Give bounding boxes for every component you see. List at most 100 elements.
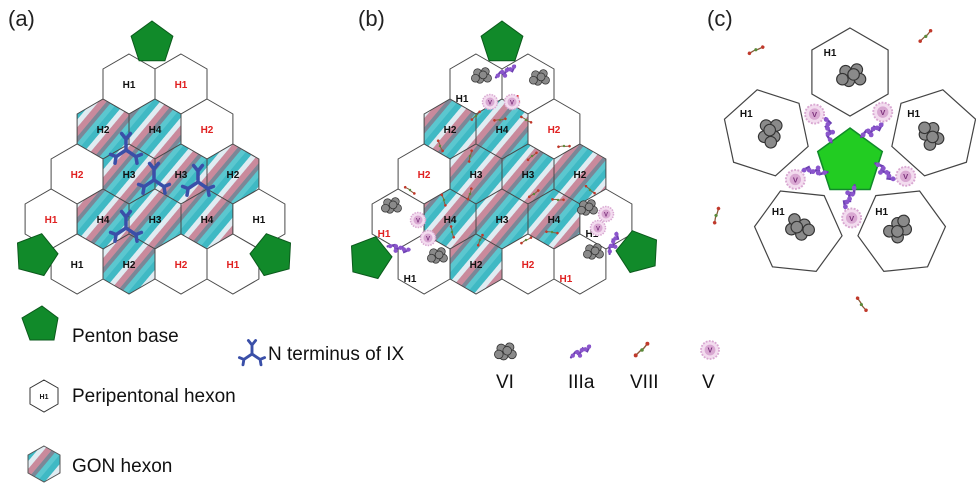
svg-text:V: V xyxy=(596,226,600,232)
legend: Penton base H1 Peripentonal hexon GON he… xyxy=(21,305,720,483)
protein-viii-icon xyxy=(466,187,473,201)
hexon-label: H1 xyxy=(824,48,837,59)
legend-peripentonal-icon-text: H1 xyxy=(40,394,49,401)
protein-viii-icon xyxy=(493,117,507,122)
legend-viii-label: VIII xyxy=(630,372,659,393)
hexon-label: H1 xyxy=(456,94,469,105)
hexon-label: H3 xyxy=(123,170,136,181)
protein-viii-icon xyxy=(584,184,596,195)
protein-v-icon: V xyxy=(589,219,607,237)
hexon-label: H2 xyxy=(71,170,84,181)
hexon-label: H1 xyxy=(404,274,417,285)
hexon-label: H4 xyxy=(496,125,509,136)
hexon-label: H1 xyxy=(875,207,888,218)
protein-vi-icon xyxy=(381,197,402,214)
hexon-label: H2 xyxy=(123,260,136,271)
protein-viii-icon xyxy=(855,296,868,313)
hexon-label: H2 xyxy=(175,260,188,271)
ix-terminus-icon xyxy=(237,339,267,367)
peripentonal-hexon: H1 xyxy=(891,89,976,177)
peripentonal-hexon: H1 xyxy=(857,190,947,273)
hexon-label: H2 xyxy=(574,170,587,181)
protein-iiia-icon xyxy=(823,117,836,144)
legend-vi-label: VI xyxy=(496,372,514,393)
protein-vi-icon xyxy=(471,67,492,84)
protein-v-icon: V xyxy=(481,93,499,111)
protein-v-icon: V xyxy=(804,103,826,125)
ix-terminus-icon xyxy=(136,161,172,195)
protein-v-icon: V xyxy=(784,169,806,190)
protein-iiia-icon xyxy=(859,122,884,139)
protein-vi-icon xyxy=(785,213,816,241)
protein-v-icon: V xyxy=(419,229,437,247)
protein-viii-icon xyxy=(449,225,456,239)
hexon-label: H1 xyxy=(907,109,920,120)
svg-text:V: V xyxy=(426,236,430,242)
svg-text:V: V xyxy=(903,172,909,181)
protein-viii-icon xyxy=(527,189,540,199)
protein-v-icon: V xyxy=(597,205,615,223)
svg-text:V: V xyxy=(708,346,713,355)
protein-iiia-icon xyxy=(607,231,620,256)
protein-iiia-icon xyxy=(842,184,857,210)
protein-viii-icon xyxy=(551,198,565,202)
protein-iiia-icon xyxy=(874,162,896,182)
hexon-label: H4 xyxy=(97,215,110,226)
hexon-label: H1 xyxy=(71,260,84,271)
protein-vi-icon xyxy=(883,214,913,244)
peripentonal-hexon: H1 xyxy=(723,89,809,177)
protein-vi-icon xyxy=(918,121,945,151)
protein-iiia-icon xyxy=(386,243,411,254)
hexon-label: H2 xyxy=(227,170,240,181)
penton-base xyxy=(816,127,884,191)
protein-viii-icon xyxy=(526,151,538,162)
hexon-label: H1 xyxy=(253,215,266,226)
protein-viii-icon xyxy=(440,193,447,207)
svg-text:V: V xyxy=(416,218,420,224)
hexon-label: H1 xyxy=(378,229,391,240)
penton-base xyxy=(130,20,174,62)
ix-terminus-icon xyxy=(180,163,216,197)
svg-text:V: V xyxy=(488,100,492,106)
protein-vi-icon xyxy=(836,63,867,88)
svg-text:V: V xyxy=(812,110,818,119)
legend-viii-icon xyxy=(633,341,650,358)
legend-iiia-label: IIIa xyxy=(568,372,595,393)
hexon-label: H3 xyxy=(470,170,483,181)
hexon-label: H1 xyxy=(175,80,188,91)
hexon-label: H1 xyxy=(123,80,136,91)
protein-viii-icon xyxy=(403,185,416,195)
protein-vi-icon xyxy=(577,199,598,216)
penton-base xyxy=(16,233,59,277)
protein-vi-icon xyxy=(757,119,783,149)
protein-viii-icon xyxy=(747,45,765,56)
svg-text:V: V xyxy=(793,175,799,184)
legend-v-icon: V xyxy=(700,340,720,360)
protein-viii-icon xyxy=(712,206,721,225)
penton-base xyxy=(249,233,292,277)
hexon-label: H1 xyxy=(740,109,753,120)
legend-penton-icon xyxy=(21,305,59,341)
protein-viii-icon xyxy=(476,233,484,247)
hexon-label: H2 xyxy=(201,125,214,136)
hexon-label: H3 xyxy=(496,215,509,226)
hexon-label: H3 xyxy=(149,215,162,226)
protein-v-icon: V xyxy=(841,207,863,229)
hexon-label: H2 xyxy=(522,260,535,271)
hexon-label: H3 xyxy=(175,170,188,181)
legend-gon-label: GON hexon xyxy=(72,456,172,477)
hexon-label: H2 xyxy=(97,125,110,136)
peripentonal-hexon: H1 xyxy=(753,190,843,273)
protein-vi-icon xyxy=(529,69,550,86)
legend-ix-label: N terminus of IX xyxy=(268,344,405,365)
hexon-label: H1 xyxy=(45,215,58,226)
protein-viii-icon xyxy=(436,139,444,153)
protein-viii-icon xyxy=(633,341,650,358)
panel-a-diagram: H1 H1 H2 H4 H2 H2 H3 H3 H2 H1 H4 H3 H4 H1 H1 H2 H2 H1 xyxy=(16,20,292,295)
hexon-label: H2 xyxy=(548,125,561,136)
hexon-label: H1 xyxy=(227,260,240,271)
hexon-label: H4 xyxy=(444,215,457,226)
peripentonal-hexon: H1 xyxy=(811,27,889,117)
